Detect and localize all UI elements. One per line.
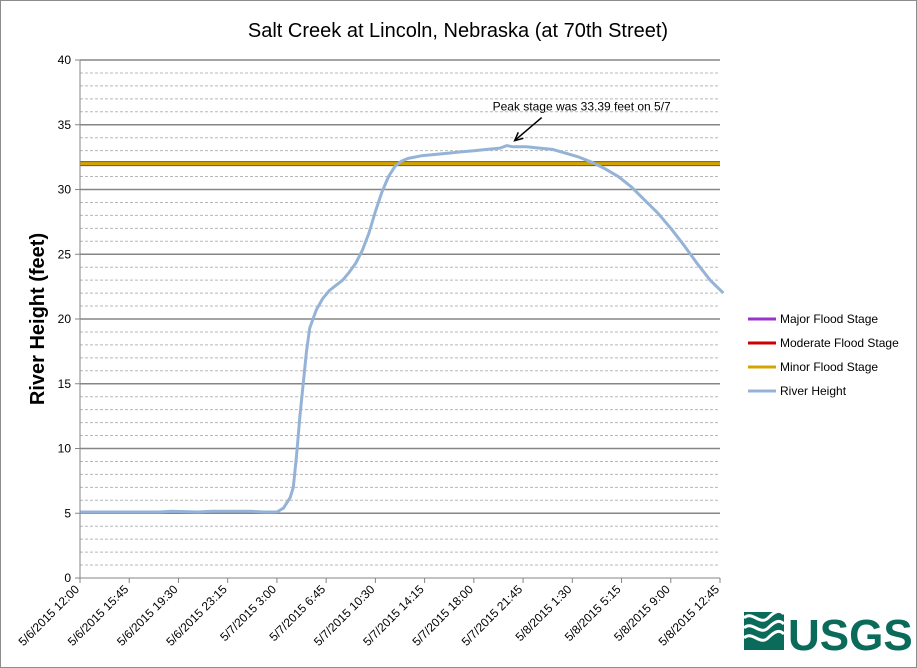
y-tick-label: 15	[58, 377, 72, 391]
legend-label: River Height	[780, 384, 847, 398]
y-axis-label: River Height (feet)	[27, 233, 49, 405]
peak-annotation: Peak stage was 33.39 feet on 5/7	[493, 100, 671, 142]
y-tick-label: 35	[58, 118, 72, 132]
annotation-arrowhead	[513, 132, 524, 142]
legend-label: Moderate Flood Stage	[780, 336, 899, 350]
y-tick-labels: 0 5 10 15 20 25 30 35 40	[58, 53, 72, 585]
y-tick-label: 40	[58, 53, 72, 67]
y-tick-label: 25	[58, 247, 72, 261]
annotation-text: Peak stage was 33.39 feet on 5/7	[493, 100, 671, 114]
minor-gridlines	[80, 72, 720, 566]
usgs-logo: USGS	[742, 609, 913, 660]
x-tick-labels: 5/6/2015 12:005/6/2015 15:455/6/2015 19:…	[16, 582, 723, 649]
major-gridlines	[80, 59, 720, 514]
legend-label: Major Flood Stage	[780, 312, 878, 326]
legend-label: Minor Flood Stage	[780, 360, 878, 374]
series-group	[80, 144, 725, 514]
usgs-wave-icon	[742, 609, 786, 650]
y-tick-label: 5	[64, 506, 71, 520]
y-tick-label: 0	[64, 571, 71, 585]
usgs-logo-text: USGS	[788, 611, 913, 660]
chart-title: Salt Creek at Lincoln, Nebraska (at 70th…	[248, 20, 668, 42]
y-tick-label: 10	[58, 442, 72, 456]
annotation-arrow	[514, 117, 543, 142]
river-height-line	[80, 144, 725, 514]
legend: Major Flood Stage Moderate Flood Stage Min…	[748, 312, 899, 398]
y-tick-label: 30	[58, 183, 72, 197]
axes	[75, 59, 721, 583]
y-tick-label: 20	[58, 312, 72, 326]
